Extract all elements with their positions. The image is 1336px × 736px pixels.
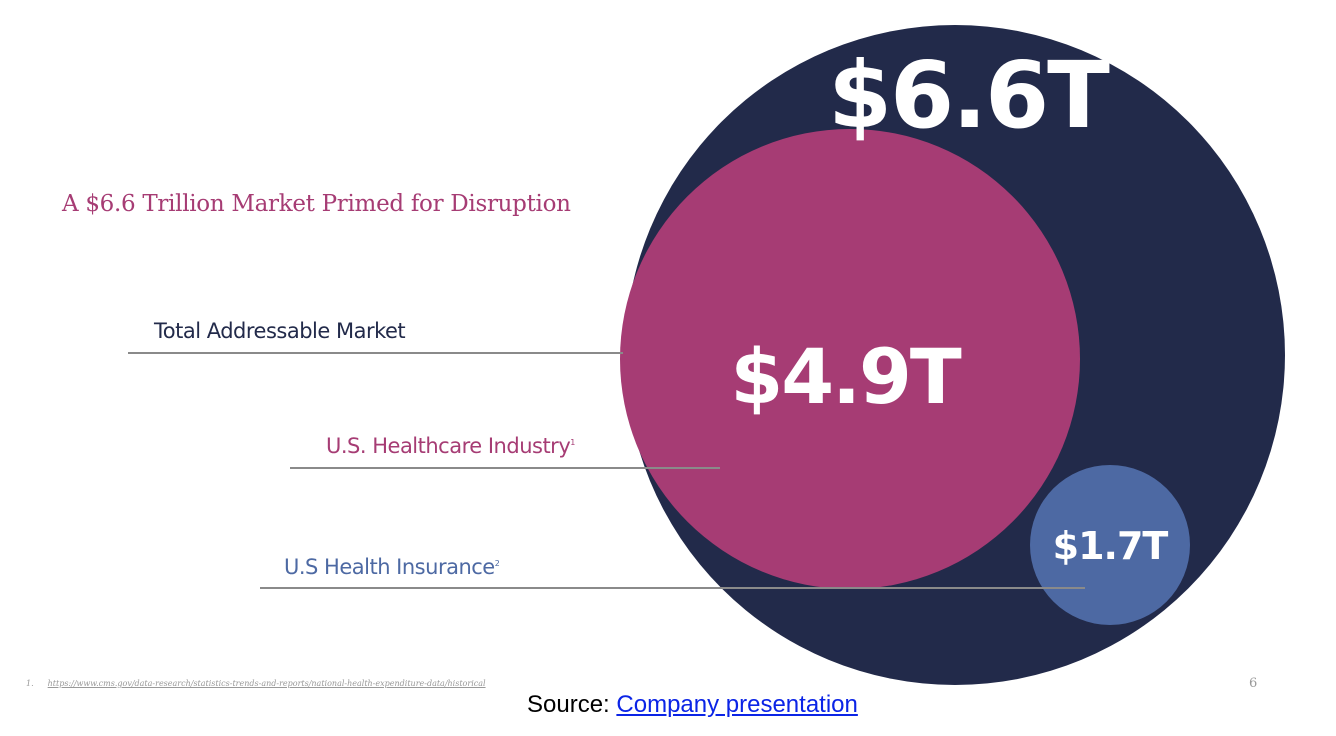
label-total-addressable-market: Total Addressable Market xyxy=(154,319,406,343)
footnote-url[interactable]: https://www.cms.gov/data-research/statis… xyxy=(47,679,486,688)
label-text: U.S. Healthcare Industry xyxy=(326,434,571,458)
leader-line-total xyxy=(128,352,623,354)
label-us-healthcare-industry: U.S. Healthcare Industry1 xyxy=(326,434,575,458)
health-insurance-circle xyxy=(1030,465,1190,625)
label-us-health-insurance: U.S Health Insurance2 xyxy=(284,555,500,579)
footnote-number: 1. xyxy=(26,679,34,688)
label-text: Total Addressable Market xyxy=(154,319,406,343)
total-market-value: $6.6T xyxy=(828,42,1110,149)
healthcare-industry-circle xyxy=(620,129,1080,589)
footnote-marker: 1 xyxy=(570,438,575,447)
health-insurance-value: $1.7T xyxy=(1052,524,1169,568)
label-text: U.S Health Insurance xyxy=(284,555,495,579)
healthcare-industry-value: $4.9T xyxy=(730,332,961,421)
footnote-marker: 2 xyxy=(494,559,500,568)
footnote: 1. https://www.cms.gov/data-research/stat… xyxy=(26,679,486,688)
source-prefix: Source: xyxy=(527,691,617,718)
page-number: 6 xyxy=(1249,676,1258,691)
leader-line-insurance xyxy=(260,587,1085,589)
leader-line-healthcare xyxy=(290,467,720,469)
source-link[interactable]: Company presentation xyxy=(616,691,858,718)
source-caption: Source: Company presentation xyxy=(527,691,858,719)
slide-title: A $6.6 Trillion Market Primed for Disrup… xyxy=(62,191,571,217)
